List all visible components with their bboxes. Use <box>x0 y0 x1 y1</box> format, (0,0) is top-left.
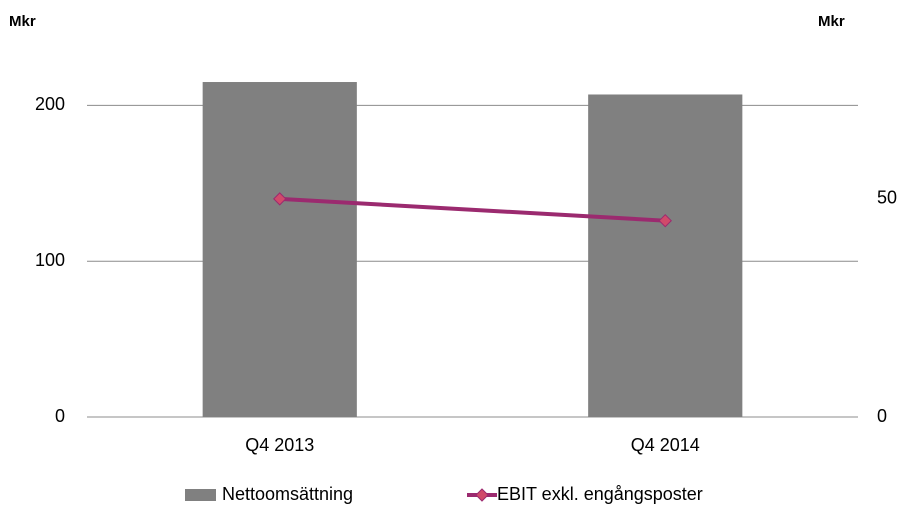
x-tick-label: Q4 2014 <box>631 435 700 455</box>
legend-swatch <box>185 489 216 501</box>
x-tick-label: Q4 2013 <box>245 435 314 455</box>
legend-label: Nettoomsättning <box>222 484 353 504</box>
line <box>279 196 666 223</box>
y2-tick-label: 50 <box>877 188 897 208</box>
y-tick-label: 100 <box>35 250 65 270</box>
legend-marker <box>475 488 489 502</box>
bar <box>588 94 743 418</box>
y-tick-label: 200 <box>35 94 65 114</box>
marker <box>273 192 287 206</box>
y2-tick-label: 0 <box>877 406 887 426</box>
legend-label: EBIT exkl. engångsposter <box>497 484 703 504</box>
y-axis-label: Mkr <box>9 13 36 30</box>
y-tick-label: 0 <box>55 406 65 426</box>
y2-axis-label: Mkr <box>818 13 845 30</box>
bar <box>202 82 357 417</box>
marker <box>658 213 672 228</box>
